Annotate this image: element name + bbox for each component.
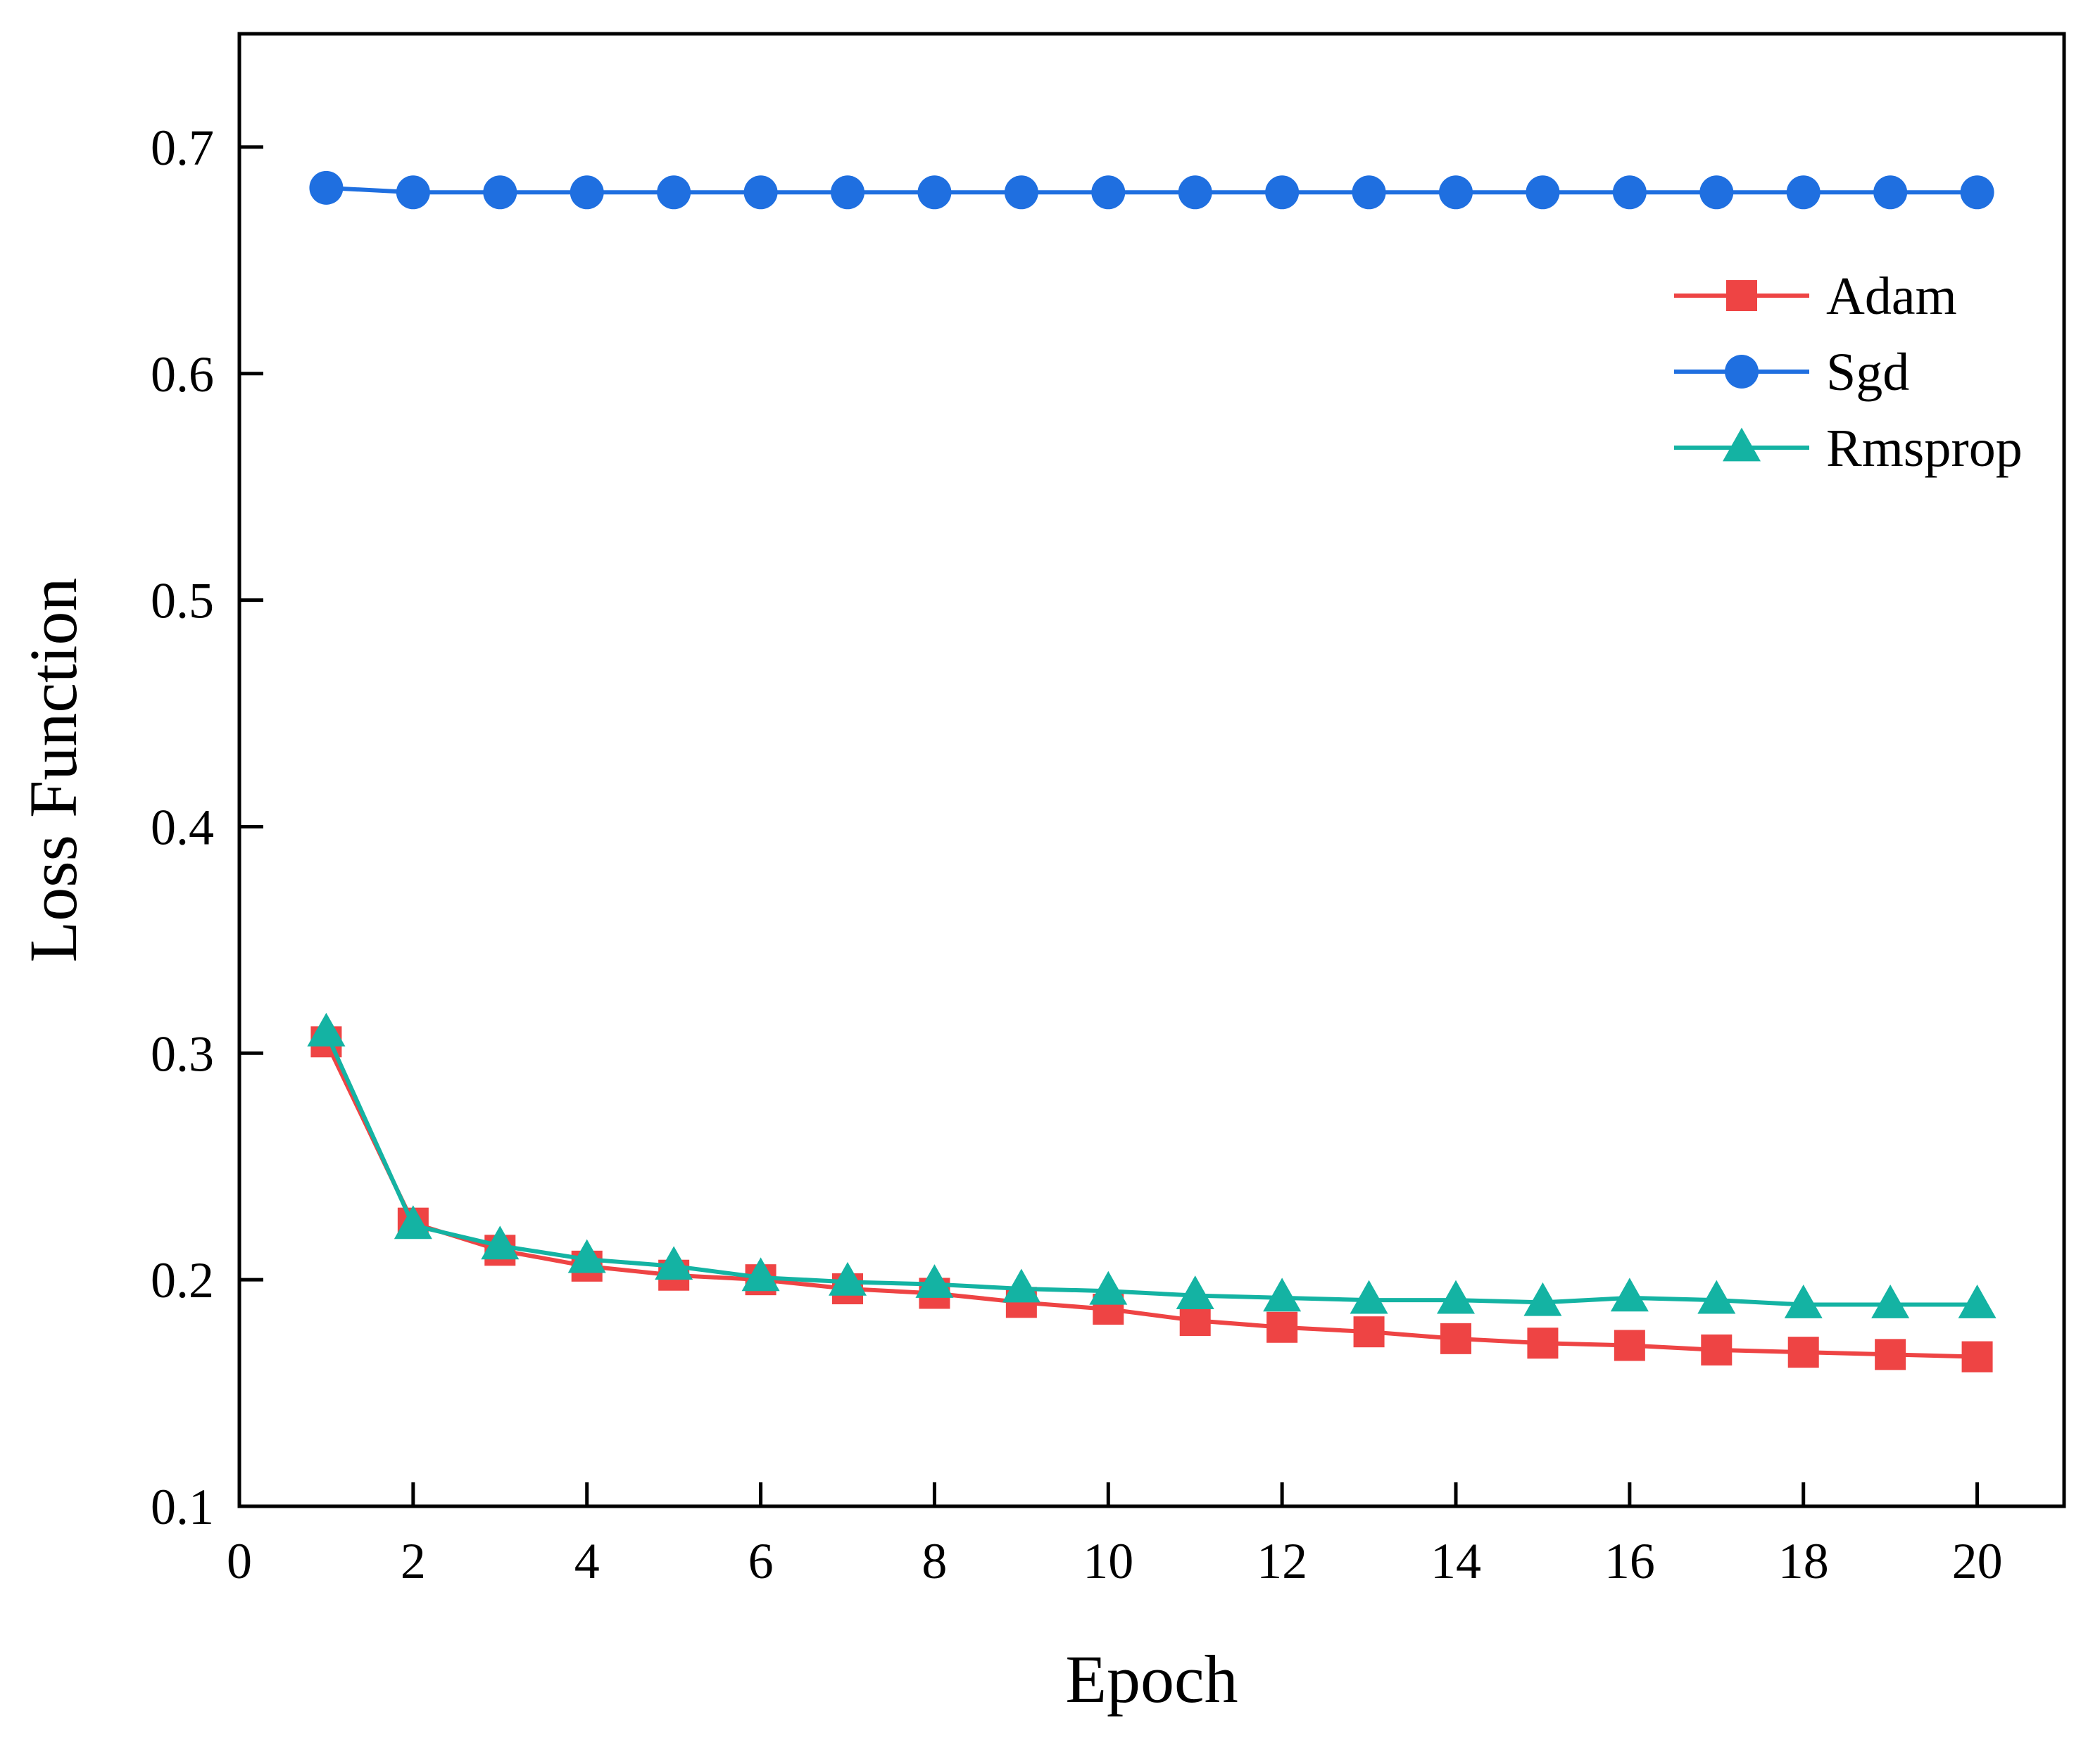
x-tick-label: 20 [1952, 1533, 2003, 1589]
y-tick-label: 0.3 [151, 1026, 214, 1082]
data-point-sgd [1786, 175, 1821, 210]
data-point-sgd [657, 175, 691, 210]
x-tick-label: 18 [1778, 1533, 1829, 1589]
series-line-rmsprop [324, 1032, 1978, 1307]
data-point-rmsprop [1523, 1282, 1562, 1316]
data-point-sgd [309, 170, 344, 205]
legend-item-adam: Adam [1674, 267, 1957, 326]
data-point-adam [1440, 1323, 1471, 1354]
series-adam [310, 1026, 1993, 1373]
data-point-rmsprop [1697, 1280, 1736, 1314]
data-point-sgd [483, 175, 517, 210]
legend-item-rmsprop: Rmsprop [1674, 419, 2023, 478]
data-point-rmsprop [741, 1257, 780, 1292]
legend-label: Rmsprop [1826, 419, 2023, 478]
legend-marker [1723, 427, 1761, 462]
legend-marker [1725, 355, 1759, 389]
data-point-rmsprop [829, 1261, 867, 1296]
data-point-sgd [1612, 175, 1647, 210]
legend-label: Sgd [1826, 343, 1909, 402]
series-rmsprop [307, 1012, 1997, 1318]
y-tick-label: 0.6 [151, 346, 214, 403]
x-tick-label: 10 [1083, 1533, 1133, 1589]
y-tick-label: 0.7 [151, 120, 214, 176]
legend-label: Adam [1826, 267, 1957, 326]
data-point-rmsprop [1437, 1280, 1475, 1314]
data-point-rmsprop [1958, 1285, 1997, 1318]
x-tick-label: 4 [574, 1533, 600, 1589]
data-point-sgd [1960, 175, 1994, 210]
x-tick-label: 6 [748, 1533, 774, 1589]
data-point-rmsprop [307, 1012, 346, 1047]
data-point-adam [1614, 1330, 1645, 1361]
data-point-rmsprop [915, 1264, 954, 1298]
data-point-sgd [570, 175, 604, 210]
y-tick-label: 0.4 [151, 799, 214, 855]
x-tick-label: 8 [922, 1533, 947, 1589]
legend: Adam Sgd Rmsprop [1674, 267, 2023, 478]
data-point-sgd [1526, 175, 1560, 210]
data-point-rmsprop [1176, 1275, 1214, 1310]
data-point-adam [1875, 1339, 1906, 1370]
legend-item-sgd: Sgd [1674, 343, 1909, 402]
y-tick-label: 0.1 [151, 1479, 214, 1535]
series-sgd [309, 170, 1994, 210]
x-tick-label: 2 [401, 1533, 426, 1589]
data-point-adam [1179, 1305, 1211, 1337]
x-tick-label: 14 [1431, 1533, 1481, 1589]
data-point-adam [1701, 1334, 1733, 1366]
data-point-sgd [1004, 175, 1038, 210]
x-tick-label: 12 [1257, 1533, 1307, 1589]
data-point-sgd [831, 175, 864, 210]
data-point-sgd [917, 175, 952, 210]
data-point-sgd [1873, 175, 1908, 210]
data-point-rmsprop [1784, 1285, 1823, 1318]
data-point-rmsprop [1610, 1278, 1649, 1312]
y-tick-label: 0.5 [151, 573, 214, 629]
data-point-sgd [396, 175, 430, 210]
data-point-adam [1353, 1316, 1385, 1348]
legend-marker [1726, 280, 1757, 311]
data-point-adam [1961, 1341, 1993, 1373]
data-point-rmsprop [1263, 1278, 1302, 1312]
y-axis-title: Loss Function [15, 578, 91, 963]
axes: 0 2 4 6 8 10 12 14 16 18 20 0.1 0.2 0.3 0.4 0.5 0.6 0.7 [151, 120, 2003, 1589]
data-point-sgd [1699, 175, 1734, 210]
x-tick-label: 0 [227, 1533, 252, 1589]
x-tick-label: 16 [1604, 1533, 1655, 1589]
data-point-rmsprop [394, 1205, 432, 1240]
data-point-sgd [743, 175, 778, 210]
data-point-rmsprop [1089, 1270, 1128, 1305]
data-point-sgd [1439, 175, 1473, 210]
data-point-adam [1787, 1337, 1819, 1368]
data-point-rmsprop [481, 1225, 520, 1260]
data-point-rmsprop [1350, 1280, 1388, 1314]
plot-frame [237, 32, 2066, 1508]
data-point-rmsprop [655, 1246, 693, 1280]
y-tick-label: 0.2 [151, 1252, 214, 1308]
data-point-adam [1266, 1311, 1298, 1343]
series-layer [307, 170, 1997, 1373]
data-point-sgd [1265, 175, 1300, 210]
data-point-adam [1527, 1327, 1559, 1359]
data-point-rmsprop [1871, 1285, 1910, 1318]
x-axis-title: Epoch [1065, 1641, 1238, 1717]
data-point-sgd [1178, 175, 1212, 210]
data-point-sgd [1091, 175, 1126, 210]
data-point-sgd [1352, 175, 1386, 210]
data-point-rmsprop [1002, 1268, 1040, 1303]
data-point-rmsprop [567, 1239, 606, 1273]
